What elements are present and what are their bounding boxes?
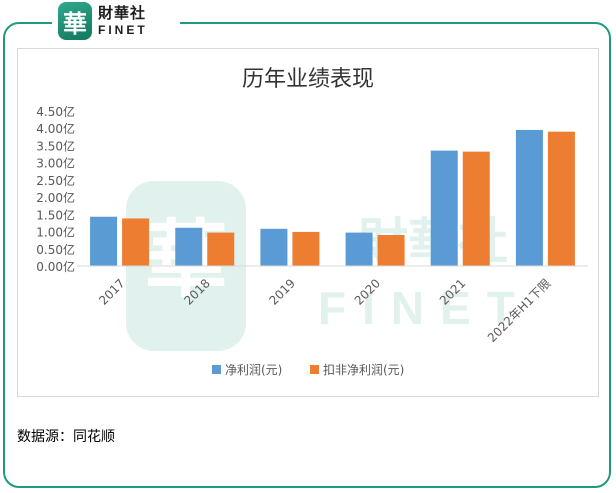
brand-name-en: FINET bbox=[98, 23, 148, 37]
bar-net-profit bbox=[430, 150, 458, 266]
y-tick-label: 3.00亿 bbox=[36, 156, 75, 171]
y-tick-label: 4.00亿 bbox=[36, 121, 75, 136]
y-tick-label: 0.00亿 bbox=[36, 259, 75, 274]
y-tick-label: 4.50亿 bbox=[36, 104, 75, 119]
y-tick-label: 1.50亿 bbox=[36, 207, 75, 222]
chart-title: 历年业绩表现 bbox=[242, 67, 374, 92]
bar-net-profit bbox=[260, 228, 288, 266]
bar-net-profit bbox=[345, 232, 373, 266]
bars bbox=[90, 129, 575, 266]
brand-wordmark: 財華社 FINET bbox=[98, 4, 148, 37]
y-tick-label: 1.00亿 bbox=[36, 225, 75, 240]
bar-net-profit-deducted bbox=[122, 218, 150, 266]
x-tick-label: 2017 bbox=[96, 276, 127, 307]
bar-net-profit-deducted bbox=[547, 131, 575, 266]
bar-net-profit bbox=[90, 216, 118, 266]
y-tick-label: 2.00亿 bbox=[36, 190, 75, 205]
legend-label: 净利润(元) bbox=[225, 363, 282, 377]
bar-net-profit-deducted bbox=[462, 151, 490, 266]
bar-net-profit bbox=[175, 227, 203, 266]
data-source-note: 数据源：同花顺 bbox=[17, 429, 115, 445]
legend: 净利润(元) 扣非净利润(元) bbox=[212, 363, 404, 377]
brand-seal-char: 華 bbox=[63, 8, 87, 38]
bar-net-profit-deducted bbox=[207, 232, 235, 266]
y-tick-label: 0.50亿 bbox=[36, 242, 75, 257]
legend-swatch bbox=[310, 365, 319, 374]
x-tick-label: 2019 bbox=[267, 276, 298, 307]
bar-chart: 華 財華社 FINET 历年业绩表现 0.00亿0.50亿1.00亿1.50亿2… bbox=[36, 67, 588, 377]
brand-name-cn: 財華社 bbox=[98, 4, 147, 22]
chart-panel: 華 財華社 FINET 历年业绩表现 0.00亿0.50亿1.00亿1.50亿2… bbox=[17, 48, 599, 397]
y-axis: 0.00亿 0.50亿 1.00亿 1.50亿 2.00亿 2.50亿 3.00亿 3.50亿… bbox=[36, 104, 75, 274]
bar-net-profit-deducted bbox=[292, 231, 320, 266]
legend-label: 扣非净利润(元) bbox=[323, 363, 404, 377]
legend-swatch bbox=[212, 365, 221, 374]
bar-net-profit-deducted bbox=[377, 235, 405, 266]
watermark-en: FINET bbox=[318, 282, 531, 334]
y-tick-label: 3.50亿 bbox=[36, 138, 75, 153]
brand-logo: 華 財華社 FINET bbox=[52, 0, 180, 42]
brand-seal-icon: 華 bbox=[58, 2, 92, 40]
bar-net-profit bbox=[515, 129, 543, 266]
y-tick-label: 2.50亿 bbox=[36, 173, 75, 188]
